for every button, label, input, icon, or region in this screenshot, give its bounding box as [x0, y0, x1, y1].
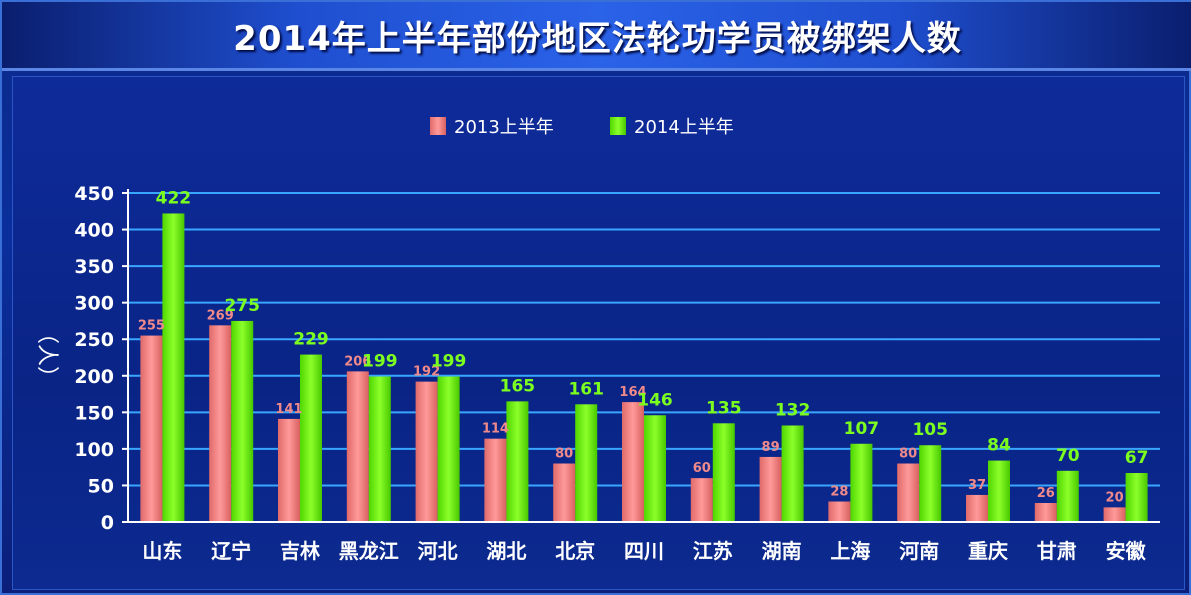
bar-2013 [828, 501, 851, 522]
data-label-2014: 105 [912, 420, 948, 440]
y-axis-label: （人） [34, 322, 59, 388]
bar-2013 [897, 463, 920, 522]
x-category-label: 安徽 [1106, 539, 1147, 563]
legend-label-2014: 2014上半年 [634, 117, 734, 138]
bar-2013 [415, 381, 438, 522]
data-label-2014: 107 [844, 419, 880, 439]
x-category-label: 北京 [555, 539, 595, 563]
y-tick-label: 50 [88, 475, 114, 497]
x-category-label: 江苏 [693, 539, 733, 563]
y-tick-label: 200 [74, 366, 114, 388]
bar-2014 [506, 401, 529, 522]
y-tick-label: 400 [74, 220, 114, 242]
bar-2014 [850, 443, 873, 522]
bar-2014 [368, 376, 391, 522]
data-label-2013: 89 [762, 440, 780, 455]
x-category-label: 吉林 [280, 539, 320, 563]
data-label-2014: 84 [987, 436, 1011, 456]
y-tick-label: 100 [74, 439, 114, 461]
data-label-2013: 141 [275, 402, 302, 417]
bar-2014 [1056, 470, 1079, 522]
data-label-2013: 37 [968, 478, 986, 493]
x-category-label: 上海 [830, 539, 870, 563]
data-label-2014: 199 [362, 352, 398, 372]
y-tick-label: 250 [74, 329, 114, 351]
bar-2014 [1125, 473, 1148, 522]
bar-2013 [690, 478, 713, 522]
data-label-2014: 422 [156, 188, 192, 208]
data-label-2014: 199 [431, 352, 467, 372]
data-label-2013: 269 [207, 308, 234, 323]
legend-swatch-2013 [430, 117, 446, 135]
bar-2014 [712, 423, 735, 522]
data-label-2013: 192 [413, 365, 440, 380]
legend-label-2013: 2013上半年 [454, 117, 554, 138]
bar-2013 [346, 371, 369, 522]
bar-2013 [553, 463, 576, 522]
y-tick-label: 450 [74, 183, 114, 205]
bar-2014 [300, 354, 322, 522]
data-label-2013: 80 [899, 447, 917, 462]
bar-2013 [1034, 502, 1057, 522]
bar-2013 [622, 402, 644, 522]
bar-2014 [988, 460, 1010, 522]
bar-2014 [162, 213, 185, 522]
data-label-2014: 146 [637, 390, 673, 410]
bar-2014 [575, 404, 598, 522]
data-label-2013: 20 [1106, 490, 1124, 505]
x-category-label: 甘肃 [1037, 539, 1077, 563]
data-label-2013: 206 [344, 354, 371, 369]
data-label-2013: 26 [1037, 486, 1055, 501]
x-category-label: 河南 [899, 539, 939, 563]
data-label-2014: 229 [293, 330, 329, 350]
data-label-2014: 70 [1056, 446, 1080, 466]
legend: 2013上半年 2014上半年 [430, 117, 734, 138]
x-category-label: 辽宁 [211, 539, 251, 563]
y-tick-label: 350 [74, 256, 114, 278]
bar-2014 [437, 376, 460, 522]
bar-2014 [231, 320, 254, 522]
data-label-2014: 132 [775, 400, 811, 420]
data-labels: 2554222692751412292061991921991141658016… [138, 188, 1149, 505]
bar-2013 [484, 438, 507, 522]
axes: 050100150200250300350400450（人）山东 辽宁 吉林 黑龙江河… [34, 183, 1160, 563]
x-category-label: 湖南 [762, 539, 802, 563]
legend-swatch-2014 [610, 117, 626, 135]
x-category-label: 湖北 [486, 539, 526, 563]
title-bar: 2014年上半年部份地区法轮功学员被绑架人数 [2, 2, 1191, 71]
data-label-2013: 255 [138, 319, 165, 334]
data-label-2014: 161 [568, 379, 604, 399]
y-tick-label: 150 [74, 402, 114, 424]
bar-2013 [140, 335, 163, 522]
bar-2014 [781, 425, 804, 522]
data-label-2014: 67 [1125, 448, 1149, 468]
x-category-label: 四川 [624, 539, 664, 563]
bar-2013 [759, 456, 782, 522]
bar-2013 [1103, 507, 1126, 522]
x-category-label: 重庆 [968, 539, 1008, 563]
data-label-2013: 164 [619, 385, 646, 400]
x-category-label: 黑龙江 [339, 539, 399, 563]
bar-2013 [209, 325, 232, 522]
data-label-2013: 28 [830, 485, 848, 500]
data-label-2014: 275 [224, 296, 260, 316]
bar-2014 [644, 415, 666, 522]
chart-title: 2014年上半年部份地区法轮功学员被绑架人数 [233, 18, 962, 59]
data-label-2013: 80 [555, 447, 573, 462]
data-label-2013: 114 [482, 422, 509, 437]
bar-2014 [919, 445, 942, 522]
bars [140, 213, 1148, 522]
data-label-2014: 135 [706, 398, 742, 418]
x-category-label: 河北 [418, 539, 458, 563]
data-label-2014: 165 [500, 376, 536, 396]
y-tick-label: 300 [74, 293, 114, 315]
bar-2013 [278, 418, 300, 522]
data-label-2013: 60 [693, 461, 711, 476]
bar-2013 [966, 494, 988, 522]
y-tick-label: 0 [101, 512, 114, 534]
x-category-label: 山东 [142, 539, 182, 563]
